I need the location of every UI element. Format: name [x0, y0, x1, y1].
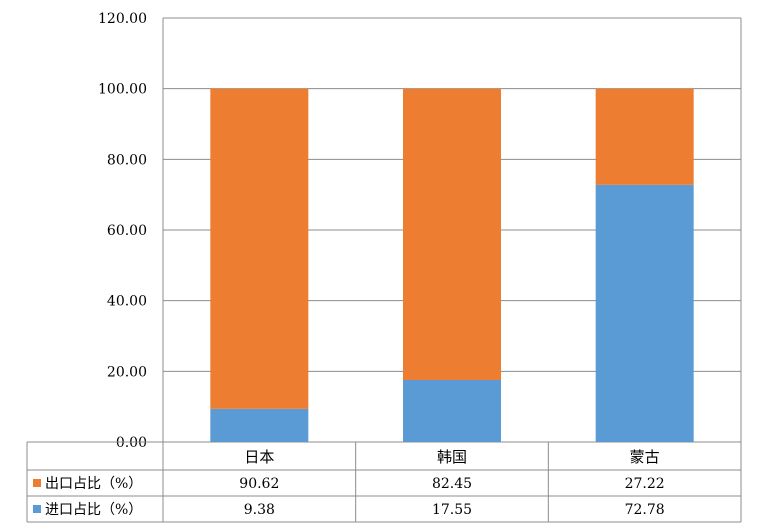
series-label: 进口占比（%）	[45, 502, 142, 518]
legend-swatch	[33, 479, 41, 487]
y-tick-label: 20.00	[107, 364, 147, 380]
y-tick-label: 60.00	[107, 223, 147, 239]
y-tick-label: 100.00	[98, 82, 147, 98]
legend-swatch	[33, 505, 41, 513]
table-cell-value: 72.78	[625, 502, 665, 518]
table-cell-value: 9.38	[244, 502, 275, 518]
bar-segment	[403, 88, 501, 380]
bar-segment	[595, 184, 694, 442]
series-label: 出口占比（%）	[45, 476, 142, 492]
category-label: 韩国	[437, 448, 467, 466]
category-label: 日本	[244, 448, 274, 466]
category-label: 蒙古	[630, 448, 660, 466]
table-cell-value: 90.62	[239, 476, 279, 492]
bar-segment	[403, 379, 501, 442]
bar-segment	[595, 88, 694, 185]
table-cell-value: 17.55	[432, 502, 472, 518]
y-tick-label: 40.00	[107, 294, 147, 310]
y-tick-label: 120.00	[98, 11, 147, 27]
bars	[210, 88, 694, 442]
y-axis: 0.00 20.00 40.00 60.00 80.00 100.00 120.00	[98, 11, 147, 451]
table-cell-value: 82.45	[432, 476, 472, 492]
table-cell-value: 27.22	[625, 476, 665, 492]
y-tick-label: 0.00	[116, 435, 147, 451]
bar-segment	[210, 88, 309, 409]
bar-segment	[210, 408, 309, 442]
y-tick-label: 80.00	[107, 152, 147, 168]
